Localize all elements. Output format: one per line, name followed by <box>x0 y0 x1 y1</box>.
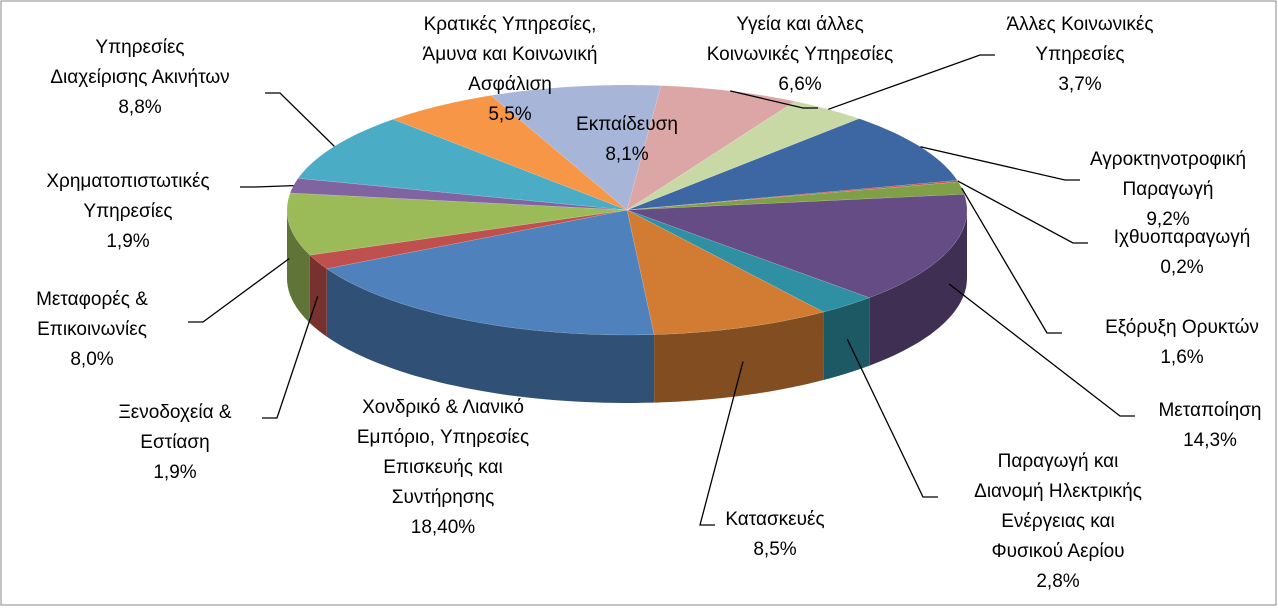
slice <box>326 209 655 336</box>
label-line: Διαχείρισης Ακινήτων <box>50 67 229 88</box>
slice-label: Υγεία και άλλες Κοινωνικές Υπηρεσίες <box>707 14 894 65</box>
slice-label: Εκπαίδευση <box>576 114 678 135</box>
leader-line <box>240 184 294 188</box>
leader-line <box>828 54 995 110</box>
slice <box>626 194 968 298</box>
slice <box>392 95 628 211</box>
slice-label: Ιχθυοπαραγωγή <box>1114 227 1251 248</box>
label-line: Υγεία και άλλες <box>736 14 864 35</box>
label-line: Υπηρεσίες <box>95 37 184 58</box>
slice-value-label: 8,8% <box>118 97 161 118</box>
slice <box>490 84 662 211</box>
slice-label: Μεταποίηση <box>1158 400 1261 421</box>
label-line: Εμπόριο, Υπηρεσίες <box>357 427 529 448</box>
slice <box>286 192 628 256</box>
label-line: Ενέργειας και <box>1001 511 1115 532</box>
label-line: Μεταποίηση <box>1158 400 1261 421</box>
slice-value-label: 8,5% <box>753 539 796 560</box>
leader-line <box>699 361 744 526</box>
slice-value-label: 8,0% <box>70 349 113 370</box>
slice-label: Αγροκτηνοτροφική Παραγωγή <box>1090 149 1246 200</box>
slice-side <box>823 297 870 380</box>
slice-side <box>869 210 967 366</box>
slice-value-label: 8,1% <box>605 144 648 165</box>
slice-side <box>326 268 655 403</box>
label-line: Ασφάλιση <box>468 74 552 95</box>
label-line: Ιχθυοπαραγωγή <box>1114 227 1251 248</box>
slice-label: Ξενοδοχεία & Εστίαση <box>118 402 231 453</box>
slice-side <box>309 255 327 337</box>
label-line: Φυσικού Αερίου <box>991 541 1124 562</box>
leader-line <box>730 90 818 109</box>
slice-label: Κρατικές Υπηρεσίες, Άμυνα και Κοινωνική Ασ… <box>423 14 598 95</box>
label-line: Κατασκευές <box>725 509 824 530</box>
slice-label: Κατασκευές <box>725 509 824 530</box>
label-line: Χρηματοπιστωτικές <box>46 171 209 192</box>
slice-value-label: 14,3% <box>1183 430 1237 451</box>
leader-line <box>188 257 290 323</box>
label-line: Επικοινωνίες <box>37 319 147 340</box>
slice-value-label: 5,5% <box>488 104 531 125</box>
slice <box>309 209 628 269</box>
label-line: Άμυνα και Κοινωνική <box>423 44 598 65</box>
slice-value-label: 1,9% <box>153 462 196 483</box>
leader-line <box>265 92 335 147</box>
label-line: Μεταφορές & <box>36 289 148 310</box>
slice-value-label: 1,6% <box>1160 347 1203 368</box>
slice-value-label: 2,8% <box>1036 571 1079 592</box>
slice-label: Μεταφορές & Επικοινωνίες <box>36 289 148 340</box>
slice-label: Υπηρεσίες Διαχείρισης Ακινήτων <box>50 37 229 88</box>
label-line: Συντήρησης <box>392 487 495 508</box>
leader-line <box>948 283 1135 417</box>
label-line: Κρατικές Υπηρεσίες, <box>424 14 597 35</box>
label-line: Εξόρυξη Ορυκτών <box>1105 317 1259 338</box>
label-line: Παραγωγή <box>1123 179 1214 200</box>
slice-label: Εξόρυξη Ορυκτών <box>1105 317 1259 338</box>
slice-value-label: 18,40% <box>411 517 476 538</box>
leader-line <box>262 295 319 419</box>
label-line: Υπηρεσίες <box>1035 44 1124 65</box>
label-line: Επισκευής και <box>383 457 503 478</box>
slice <box>626 209 871 313</box>
slice <box>626 209 825 335</box>
slice-label: Χονδρικό & Λιανικό Εμπόριο, Υπηρεσίες Επισ… <box>357 397 529 508</box>
leader-line <box>920 146 1080 181</box>
label-line: Αγροκτηνοτροφική <box>1090 149 1246 170</box>
slice-value-label: 6,6% <box>778 74 821 95</box>
leader-line <box>961 187 1062 334</box>
label-line: Εκπαίδευση <box>576 114 678 135</box>
slice-label: Άλλες Κοινωνικές Υπηρεσίες <box>1007 14 1154 65</box>
label-line: Άλλες Κοινωνικές <box>1007 14 1154 35</box>
slice-value-label: 3,7% <box>1058 74 1101 95</box>
label-line: Κοινωνικές Υπηρεσίες <box>707 44 894 65</box>
leader-line <box>846 338 938 498</box>
slice-value-label: 0,2% <box>1160 257 1203 278</box>
label-line: Εστίαση <box>140 432 209 453</box>
slice-side <box>654 312 824 403</box>
label-line: Χονδρικό & Λιανικό <box>362 397 524 418</box>
slice-side <box>287 210 310 324</box>
slice-label: Χρηματοπιστωτικές Υπηρεσίες <box>46 171 209 222</box>
slice-value-label: 1,9% <box>106 231 149 252</box>
leader-line <box>957 180 1088 244</box>
label-line: Παραγωγή και <box>998 451 1119 472</box>
slice-label: Παραγωγή και Διανομή Ηλεκτρικής Ενέργειας … <box>974 451 1142 562</box>
label-line: Ξενοδοχεία & <box>118 402 231 423</box>
slice-value-label: 9,2% <box>1146 209 1189 230</box>
label-line: Υπηρεσίες <box>83 201 172 222</box>
label-line: Διανομή Ηλεκτρικής <box>974 481 1142 502</box>
